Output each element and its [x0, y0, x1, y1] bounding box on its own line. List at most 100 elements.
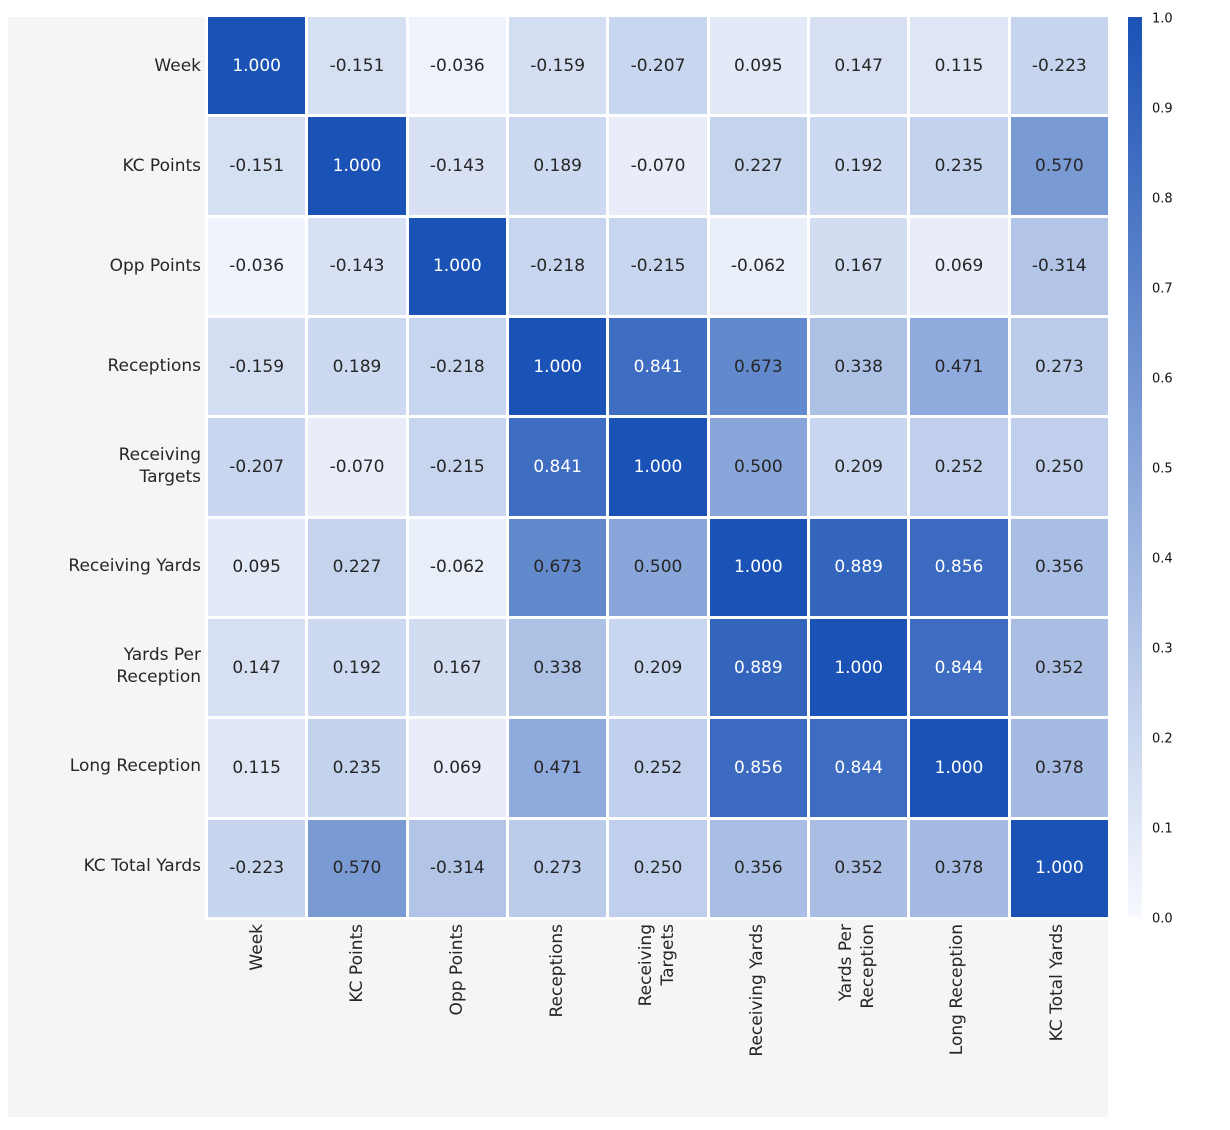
heatmap-cell: 0.252: [910, 418, 1008, 516]
heatmap-cell: 0.189: [509, 117, 607, 215]
heatmap-cell: 0.115: [910, 17, 1008, 115]
heatmap-cell: 0.235: [910, 117, 1008, 215]
heatmap-cell: 0.471: [509, 719, 607, 817]
x-tick-label-text: Week: [247, 924, 268, 971]
heatmap-cell: 0.500: [609, 518, 707, 616]
heatmap-cell: 0.147: [810, 17, 908, 115]
heatmap-cell: 1.000: [308, 117, 406, 215]
heatmap-cell: 0.841: [609, 318, 707, 416]
heatmap-cell: -0.036: [208, 217, 306, 315]
heatmap-cell: 0.889: [810, 518, 908, 616]
colorbar-tick-label: 0.9: [1152, 101, 1173, 117]
heatmap-cell: 0.356: [709, 819, 807, 917]
heatmap-cell: -0.159: [208, 318, 306, 416]
heatmap-cell: 0.889: [709, 619, 807, 717]
heatmap-cell: -0.062: [709, 217, 807, 315]
heatmap-cell: 0.378: [910, 819, 1008, 917]
heatmap-cell: 1.000: [509, 318, 607, 416]
heatmap-cell: 1.000: [1010, 819, 1108, 917]
x-tick-label: Opp Points: [408, 924, 508, 1120]
x-tick-label-text: KC Total Yards: [1047, 924, 1068, 1042]
heatmap-cell: -0.036: [408, 17, 506, 115]
colorbar-tick-label: 0.0: [1152, 911, 1173, 927]
x-tick-label-text: Receptions: [547, 924, 568, 1018]
y-tick-label: Receiving Targets: [118, 445, 201, 487]
colorbar-gradient: [1128, 17, 1142, 917]
heatmap-cell: 0.147: [208, 619, 306, 717]
y-tick-label: Receptions: [107, 356, 201, 377]
heatmap-cell: 0.378: [1010, 719, 1108, 817]
heatmap-cell: 0.252: [609, 719, 707, 817]
heatmap-cell: -0.151: [308, 17, 406, 115]
y-tick-label: Receiving Yards: [68, 556, 201, 577]
heatmap-cell: 0.856: [910, 518, 1008, 616]
heatmap-cell: 0.167: [810, 217, 908, 315]
heatmap-cell: 0.673: [509, 518, 607, 616]
y-tick-label: Week: [154, 56, 201, 77]
heatmap-cell: -0.062: [408, 518, 506, 616]
heatmap-cell: 0.570: [1010, 117, 1108, 215]
x-tick-label-text: Yards Per Reception: [836, 924, 878, 1009]
x-tick-label: Receptions: [508, 924, 608, 1120]
heatmap-cell: 0.356: [1010, 518, 1108, 616]
heatmap-cell: 0.189: [308, 318, 406, 416]
x-tick-label: Long Reception: [908, 924, 1008, 1120]
colorbar-tick-label: 0.3: [1152, 641, 1173, 657]
y-tick-label: Yards Per Reception: [116, 645, 201, 687]
heatmap-cell: 0.069: [408, 719, 506, 817]
y-tick-label: Opp Points: [109, 256, 201, 277]
heatmap-cell: 0.338: [509, 619, 607, 717]
heatmap-cell: 0.673: [709, 318, 807, 416]
x-tick-label-text: Receiving Yards: [747, 924, 768, 1057]
heatmap-cell: 0.209: [810, 418, 908, 516]
heatmap-cell: -0.207: [208, 418, 306, 516]
heatmap-cell: -0.159: [509, 17, 607, 115]
x-tick-label: KC Points: [308, 924, 408, 1120]
colorbar-tick-label: 0.8: [1152, 191, 1173, 207]
heatmap-cell: -0.218: [408, 318, 506, 416]
heatmap-cell: 0.273: [1010, 318, 1108, 416]
x-tick-label-text: Receiving Targets: [636, 924, 678, 1007]
heatmap-cell: 1.000: [408, 217, 506, 315]
heatmap-cell: 0.095: [709, 17, 807, 115]
heatmap-cell: 0.844: [910, 619, 1008, 717]
heatmap-cell: 0.227: [709, 117, 807, 215]
heatmap-cell: -0.218: [509, 217, 607, 315]
x-tick-label: Yards Per Reception: [808, 924, 908, 1120]
colorbar-tick-label: 0.5: [1152, 461, 1173, 477]
x-tick-label-text: KC Points: [347, 924, 368, 1003]
heatmap-cell: 1.000: [709, 518, 807, 616]
heatmap-cell: 0.570: [308, 819, 406, 917]
heatmap-cell: 0.856: [709, 719, 807, 817]
heatmap-cell: -0.215: [408, 418, 506, 516]
heatmap-cell: 0.500: [709, 418, 807, 516]
heatmap-cell: -0.070: [308, 418, 406, 516]
heatmap-cell: 0.115: [208, 719, 306, 817]
x-tick-label-text: Long Reception: [947, 924, 968, 1056]
heatmap-cell: 0.273: [509, 819, 607, 917]
colorbar-tick-label: 0.1: [1152, 821, 1173, 837]
colorbar-tick-label: 0.4: [1152, 551, 1173, 567]
y-tick-label: Long Reception: [69, 756, 201, 777]
x-tick-label: KC Total Yards: [1008, 924, 1108, 1120]
heatmap-cell: 1.000: [609, 418, 707, 516]
heatmap-cell: 0.250: [609, 819, 707, 917]
heatmap-cell: 0.227: [308, 518, 406, 616]
x-tick-label: Receiving Targets: [608, 924, 708, 1120]
heatmap-cell: 0.841: [509, 418, 607, 516]
y-tick-label: KC Points: [122, 156, 201, 177]
heatmap-cell: 0.192: [810, 117, 908, 215]
heatmap-cell: -0.143: [408, 117, 506, 215]
x-tick-label: Week: [208, 924, 308, 1120]
heatmap-cell: 0.095: [208, 518, 306, 616]
heatmap-cell: 1.000: [910, 719, 1008, 817]
heatmap-cell: -0.223: [1010, 17, 1108, 115]
heatmap-cell: -0.070: [609, 117, 707, 215]
heatmap-cell: 0.235: [308, 719, 406, 817]
colorbar-tick-label: 0.6: [1152, 371, 1173, 387]
colorbar-tick-label: 0.2: [1152, 731, 1173, 747]
heatmap-cell: 0.471: [910, 318, 1008, 416]
heatmap-cell: 0.352: [810, 819, 908, 917]
heatmap-cell: 0.167: [408, 619, 506, 717]
